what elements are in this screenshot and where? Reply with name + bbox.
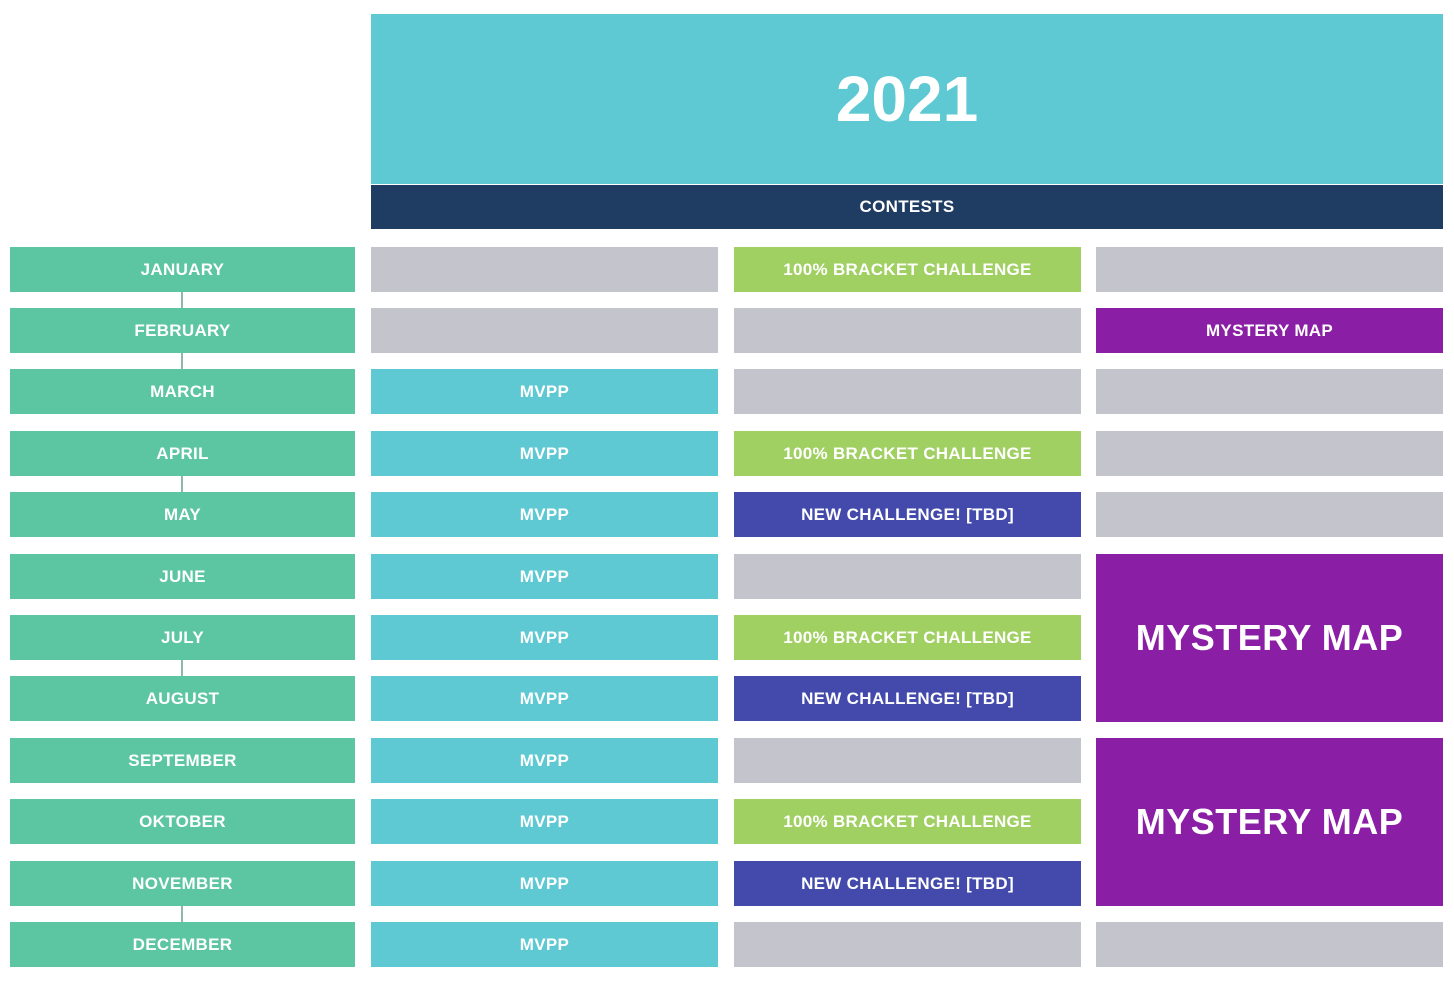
- bracket-challenge: 100% BRACKET CHALLENGE: [734, 799, 1081, 844]
- month-june: JUNE: [10, 554, 355, 599]
- mystery-map: MYSTERY MAP: [1096, 308, 1443, 353]
- month-january: JANUARY: [10, 247, 355, 292]
- empty-slot: [734, 554, 1081, 599]
- empty-slot: [734, 308, 1081, 353]
- month-april: APRIL: [10, 431, 355, 476]
- empty-slot: [1096, 247, 1443, 292]
- bracket-challenge: 100% BRACKET CHALLENGE: [734, 615, 1081, 660]
- contests-label: CONTESTS: [859, 197, 955, 216]
- month-march: MARCH: [10, 369, 355, 414]
- month-connector: [181, 476, 183, 492]
- bracket-challenge: 100% BRACKET CHALLENGE: [734, 431, 1081, 476]
- month-connector: [181, 292, 183, 308]
- new-challenge: NEW CHALLENGE! [TBD]: [734, 676, 1081, 721]
- month-november: NOVEMBER: [10, 861, 355, 906]
- empty-slot: [734, 369, 1081, 414]
- month-may: MAY: [10, 492, 355, 537]
- mystery-map-large: MYSTERY MAP: [1096, 554, 1443, 722]
- month-connector: [181, 906, 183, 922]
- empty-slot: [734, 738, 1081, 783]
- empty-slot: [1096, 492, 1443, 537]
- month-august: AUGUST: [10, 676, 355, 721]
- mvpp-contest: MVPP: [371, 799, 718, 844]
- empty-slot: [371, 308, 718, 353]
- month-february: FEBRUARY: [10, 308, 355, 353]
- empty-slot: [1096, 369, 1443, 414]
- mvpp-contest: MVPP: [371, 554, 718, 599]
- mvpp-contest: MVPP: [371, 615, 718, 660]
- mvpp-contest: MVPP: [371, 431, 718, 476]
- year-title: 2021: [835, 63, 979, 135]
- month-oktober: OKTOBER: [10, 799, 355, 844]
- year-banner: 2021: [371, 14, 1443, 184]
- month-connector: [181, 660, 183, 676]
- month-july: JULY: [10, 615, 355, 660]
- empty-slot: [734, 922, 1081, 967]
- month-september: SEPTEMBER: [10, 738, 355, 783]
- new-challenge: NEW CHALLENGE! [TBD]: [734, 492, 1081, 537]
- mvpp-contest: MVPP: [371, 492, 718, 537]
- mvpp-contest: MVPP: [371, 922, 718, 967]
- mvpp-contest: MVPP: [371, 676, 718, 721]
- mvpp-contest: MVPP: [371, 861, 718, 906]
- new-challenge: NEW CHALLENGE! [TBD]: [734, 861, 1081, 906]
- mvpp-contest: MVPP: [371, 369, 718, 414]
- mvpp-contest: MVPP: [371, 738, 718, 783]
- bracket-challenge: 100% BRACKET CHALLENGE: [734, 247, 1081, 292]
- contests-header: CONTESTS: [371, 185, 1443, 229]
- mystery-map-large: MYSTERY MAP: [1096, 738, 1443, 906]
- empty-slot: [371, 247, 718, 292]
- month-connector: [181, 353, 183, 369]
- month-december: DECEMBER: [10, 922, 355, 967]
- empty-slot: [1096, 922, 1443, 967]
- empty-slot: [1096, 431, 1443, 476]
